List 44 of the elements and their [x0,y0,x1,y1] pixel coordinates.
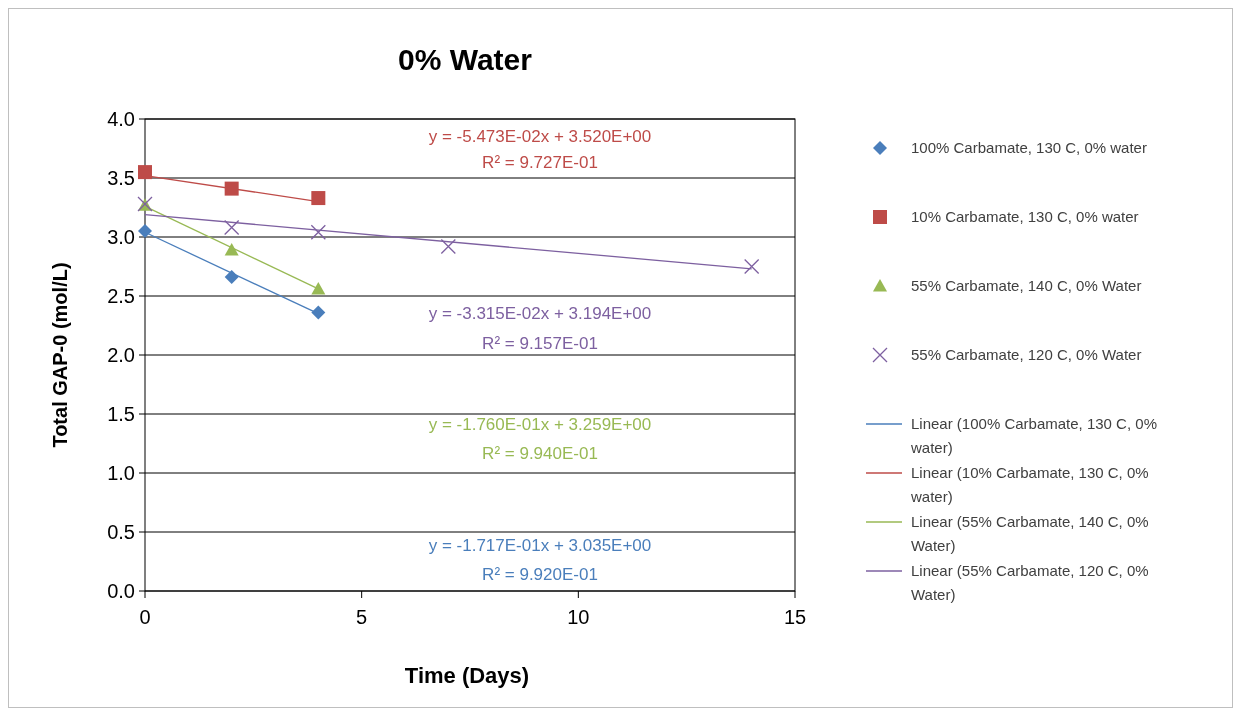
y-tick-label: 3.0 [107,226,135,248]
y-tick-label: 2.5 [107,285,135,307]
point [744,258,760,275]
point [311,191,326,206]
point [224,219,240,236]
point [311,281,326,295]
y-tick-label: 1.5 [107,403,135,425]
legend-label: 100% Carbamate, 130 C, 0% water [911,139,1147,156]
point [224,270,239,285]
point [138,224,152,239]
chart-title: 0% Water [398,43,533,76]
legend-label: Linear (10% Carbamate, 130 C, 0% water) [910,464,1149,505]
legend-label: Linear (100% Carbamate, 130 C, 0% water) [910,415,1157,456]
annotation: R² = 9.920E-01 [482,565,598,584]
y-tick-label: 3.5 [107,167,135,189]
point [440,238,456,255]
annotation: R² = 9.940E-01 [482,444,598,463]
legend-label: Linear (55% Carbamate, 120 C, 0% Water) [911,562,1149,603]
annotation: y = -1.760E-01x + 3.259E+00 [428,415,652,434]
point [224,242,239,256]
y-tick-label: 4.0 [107,108,135,130]
legend-label: 55% Carbamate, 120 C, 0% Water [911,346,1142,363]
annotation: y = -3.315E-02x + 3.194E+00 [428,304,652,323]
point [310,224,326,240]
x-tick-label: 0 [139,606,151,628]
x-tick-label: 5 [356,606,368,628]
legend-label: 10% Carbamate, 130 C, 0% water [911,208,1139,225]
legend-label: 55% Carbamate, 140 C, 0% Water [911,277,1142,294]
y-tick-label: 2.0 [107,344,135,366]
y-tick-label: 1.0 [107,462,135,484]
point [311,305,326,320]
y-tick-label: 0.0 [107,580,135,602]
annotation: y = -1.717E-01x + 3.035E+00 [428,536,652,555]
x-tick-label: 15 [783,606,807,628]
annotation: y = -5.473E-02x + 3.520E+00 [428,127,652,146]
x-tick-label: 10 [567,606,590,628]
point [138,165,152,180]
annotation: R² = 9.157E-01 [482,334,598,353]
y-axis-title: Total GAP-0 (mol/L) [49,262,71,448]
point [224,181,239,196]
x-axis-title: Time (Days) [404,663,530,688]
legend-label: Linear (55% Carbamate, 140 C, 0% Water) [911,513,1149,554]
annotation: R² = 9.727E-01 [482,153,598,172]
y-tick-label: 0.5 [107,521,135,543]
